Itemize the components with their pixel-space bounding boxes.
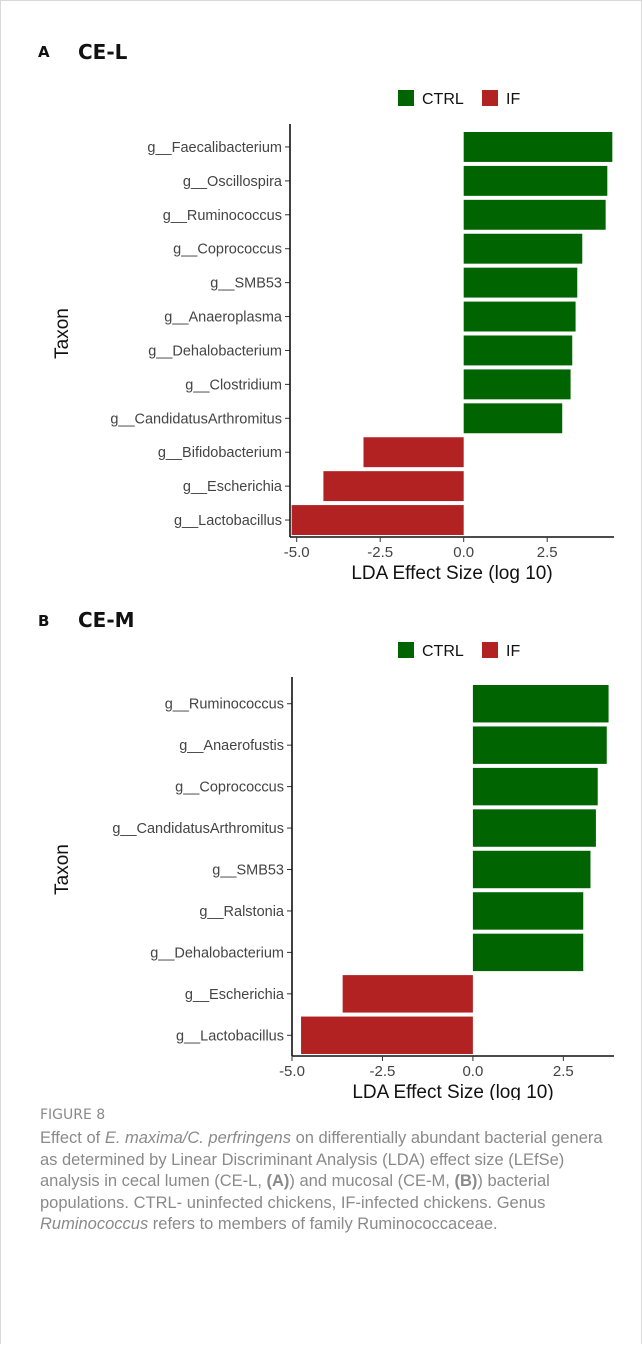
bar — [463, 132, 613, 162]
category-label: g__Escherichia — [183, 479, 283, 495]
x-tick-label: 0.0 — [462, 1063, 483, 1080]
bar — [472, 685, 609, 723]
bar — [342, 975, 473, 1013]
x-tick-label: 2.5 — [553, 1063, 574, 1080]
legend-swatch-ctrl — [398, 90, 414, 106]
figure-caption: Effect of E. maxima/C. perfringens on di… — [40, 1128, 612, 1236]
caption-segment: Effect of — [40, 1129, 105, 1147]
x-axis-title: LDA Effect Size (log 10) — [351, 563, 552, 584]
legend-label-ctrl: CTRL — [422, 643, 464, 660]
caption-segment: on differentially abundant bacterial gen… — [40, 1129, 603, 1190]
category-label: g__Faecalibacterium — [147, 140, 282, 156]
category-label: g__Dehalobacterium — [150, 945, 284, 961]
bar — [301, 1016, 473, 1054]
category-label: g__Coprococcus — [173, 242, 282, 258]
bar — [463, 301, 576, 332]
bar — [291, 505, 464, 535]
panel-b-title: CE-M — [78, 608, 135, 632]
bar — [472, 726, 607, 764]
bar — [472, 767, 598, 806]
figure-label: FIGURE 8 — [40, 1107, 106, 1123]
category-label: g__CandidatusArthromitus — [110, 411, 282, 427]
bar — [472, 850, 591, 889]
category-label: g__Oscillospira — [183, 174, 283, 190]
y-axis-title: Taxon — [52, 308, 73, 359]
bar — [463, 233, 583, 264]
legend-label-if: IF — [506, 643, 520, 660]
bar — [463, 403, 563, 434]
bar — [463, 267, 578, 298]
y-axis-title: Taxon — [52, 844, 73, 895]
bar — [463, 165, 608, 196]
panel-a-letter: A — [38, 43, 50, 61]
x-tick-label: -2.5 — [367, 544, 393, 561]
bar — [472, 933, 584, 972]
panel-b-letter: B — [38, 612, 50, 630]
caption-segment: ) and mucosal (CE-M, — [289, 1172, 455, 1190]
panel-a-title: CE-L — [78, 40, 128, 64]
caption-segment: (B) — [454, 1172, 478, 1190]
category-label: g__Bifidobacterium — [158, 445, 282, 461]
bar — [323, 471, 464, 502]
caption-segment: E. maxima/C. perfringens — [104, 1129, 291, 1147]
bar — [363, 437, 464, 468]
legend-label-if: IF — [506, 91, 520, 108]
x-tick-label: -5.0 — [279, 1063, 305, 1080]
category-label: g__Anaeroplasma — [164, 310, 283, 326]
x-tick-label: 2.5 — [537, 544, 558, 561]
bar — [463, 369, 571, 400]
legend-swatch-if — [482, 642, 498, 658]
category-label: g__Ralstonia — [199, 904, 285, 920]
category-label: g__Escherichia — [185, 987, 285, 1003]
category-label: g__Dehalobacterium — [148, 343, 282, 359]
caption-segment: ) bacterial populations. CTRL- uninfecte… — [40, 1172, 550, 1212]
x-axis-title: LDA Effect Size (log 10) — [352, 1082, 553, 1100]
bar — [463, 335, 573, 366]
legend-swatch-ctrl — [398, 642, 414, 658]
category-label: g__Ruminococcus — [165, 697, 284, 713]
category-label: g__SMB53 — [210, 276, 282, 292]
category-label: g__Anaerofustis — [179, 738, 284, 754]
caption-segment: (A) — [266, 1172, 290, 1190]
legend-label-ctrl: CTRL — [422, 91, 464, 108]
category-label: g__CandidatusArthromitus — [112, 821, 284, 837]
legend-swatch-if — [482, 90, 498, 106]
chart-b: CTRL IF g__Ruminococcus g__Anaerofustis g__C… — [52, 642, 614, 1100]
category-label: g__Coprococcus — [175, 780, 284, 796]
bar — [463, 199, 606, 230]
category-label: g__Clostridium — [185, 377, 282, 393]
chart-a: CTRL IF g__Faecalibacterium g__Oscillospira… — [52, 90, 614, 584]
caption-segment: Ruminococcus — [40, 1215, 149, 1233]
category-label: g__Lactobacillus — [176, 1028, 284, 1044]
category-label: g__Lactobacillus — [174, 513, 282, 529]
bar — [472, 892, 584, 930]
bar — [472, 809, 596, 847]
x-tick-label: -5.0 — [284, 544, 310, 561]
category-label: g__SMB53 — [212, 863, 284, 879]
caption-segment: refers to members of family Ruminococcac… — [148, 1215, 498, 1233]
category-label: g__Ruminococcus — [163, 208, 282, 224]
x-tick-label: -2.5 — [370, 1063, 396, 1080]
x-tick-label: 0.0 — [453, 544, 474, 561]
